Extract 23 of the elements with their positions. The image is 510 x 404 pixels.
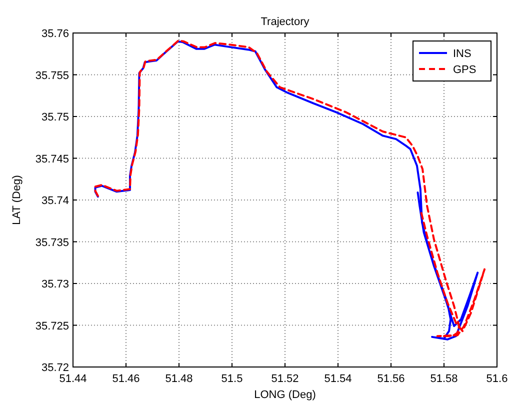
x-tick-label: 51.48 [165,373,193,385]
y-axis-title: LAT (Deg) [11,175,23,225]
y-tick-label: 35.73 [41,278,69,290]
x-axis-title: LONG (Deg) [254,389,316,401]
x-tick-label: 51.56 [377,373,405,385]
y-tick-label: 35.72 [41,362,69,374]
legend-label: INS [453,48,472,60]
x-tick-label: 51.54 [324,373,352,385]
y-tick-label: 35.745 [35,153,69,166]
x-tick-label: 51.5 [221,373,243,385]
y-tick-label: 35.75 [41,112,69,124]
x-tick-label: 51.46 [112,373,140,385]
y-tick-label: 35.755 [35,70,69,82]
y-tick-label: 35.735 [35,236,69,249]
x-tick-label: 51.52 [271,373,299,385]
y-tick-label: 35.76 [41,28,69,40]
x-tick-label: 51.6 [486,373,508,385]
legend-label: GPS [453,64,476,76]
y-tick-label: 35.74 [41,195,69,207]
y-tick-label: 35.725 [35,320,69,332]
x-tick-label: 51.44 [59,373,87,385]
x-tick-label: 51.58 [430,373,458,385]
chart-title: Trajectory [260,16,310,28]
